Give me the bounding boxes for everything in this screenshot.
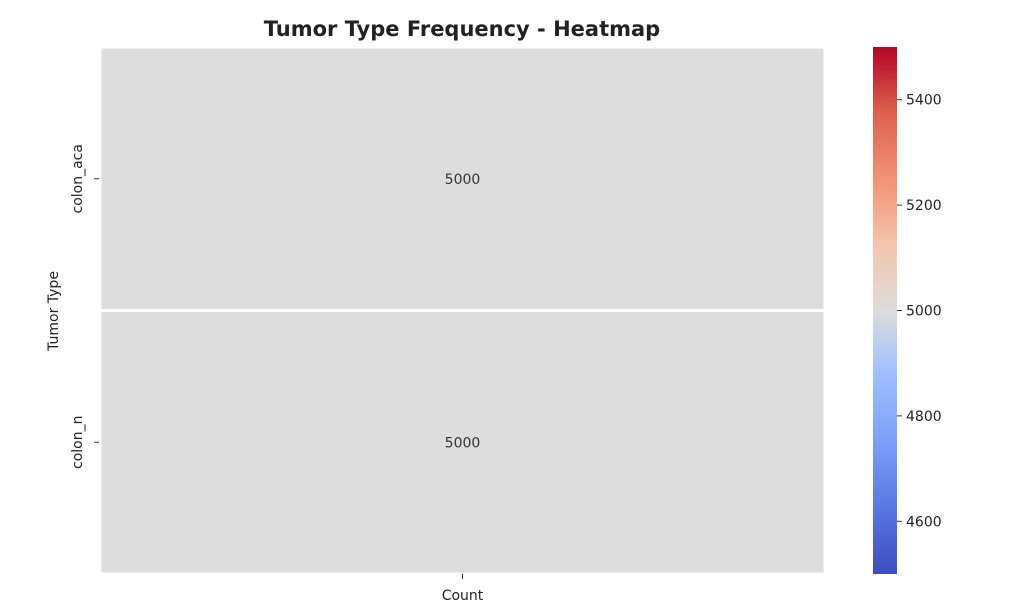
colorbar-tick-label: 5400 [906, 93, 942, 109]
x-tick-label: Count [442, 588, 484, 604]
y-tick-label: colon_aca [70, 144, 86, 213]
colorbar [873, 47, 897, 574]
cell-value-label: 5000 [445, 172, 481, 188]
heatmap-cell [98, 309, 827, 576]
colorbar-tick-label: 4600 [906, 514, 942, 530]
colorbar-tick-label: 5000 [906, 304, 942, 320]
colorbar-tick-label: 5200 [906, 198, 942, 214]
y-tick-label: colon_n [70, 416, 86, 469]
y-tick-labels: colon_aca colon_n [70, 144, 99, 469]
colorbar-ticks: 4600 4800 5000 5200 5400 [897, 93, 942, 530]
colorbar-tick-label: 4800 [906, 409, 942, 425]
chart-title: Tumor Type Frequency - Heatmap [264, 17, 660, 41]
heatmap-cells: 5000 5000 [98, 45, 827, 576]
heatmap-cell [98, 45, 827, 312]
y-axis-label: Tumor Type [46, 271, 62, 352]
cell-value-label: 5000 [445, 435, 481, 451]
x-tick-labels: Count [442, 574, 484, 604]
